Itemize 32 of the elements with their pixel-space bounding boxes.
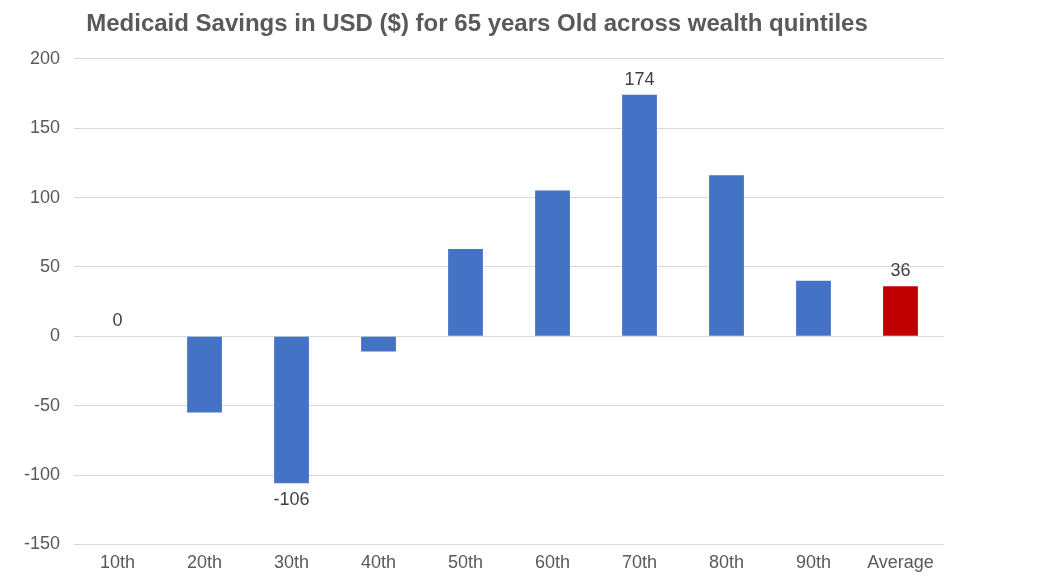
y-tick-label: 0	[50, 325, 61, 346]
y-tick-label: 100	[29, 186, 61, 207]
x-tick-label: 70th	[621, 552, 658, 573]
chart-title: Medicaid Savings in USD ($) for 65 years Old across wealth quintiles	[86, 9, 868, 37]
x-tick-label: 30th	[274, 552, 310, 573]
bar	[274, 336, 309, 484]
x-tick-label: 20th	[187, 552, 223, 573]
x-tick-label: 50th	[447, 552, 484, 573]
x-tick-label: Average	[867, 552, 934, 573]
x-tick-label: 10th	[100, 552, 136, 573]
data-label: 174	[624, 68, 655, 89]
y-tick-label: 200	[29, 47, 61, 68]
data-label: 0	[112, 310, 123, 331]
y-tick-label: -50	[34, 394, 61, 415]
x-tick-label: 90th	[795, 552, 832, 573]
bar	[361, 336, 396, 352]
x-tick-label: 60th	[534, 552, 571, 573]
bar	[796, 280, 831, 336]
y-tick-label: 150	[29, 117, 61, 138]
x-tick-label: 80th	[708, 552, 745, 573]
bar	[622, 94, 657, 336]
bar	[883, 286, 918, 336]
x-tick-label: 40th	[360, 552, 397, 573]
bar	[187, 336, 222, 413]
data-label: -106	[273, 489, 310, 510]
data-label: 36	[890, 260, 911, 281]
y-tick-label: -150	[24, 533, 61, 554]
bar	[709, 175, 744, 336]
bar	[448, 248, 483, 336]
y-tick-label: -100	[24, 464, 61, 484]
y-tick-label: 50	[40, 255, 61, 276]
bar	[535, 190, 570, 336]
